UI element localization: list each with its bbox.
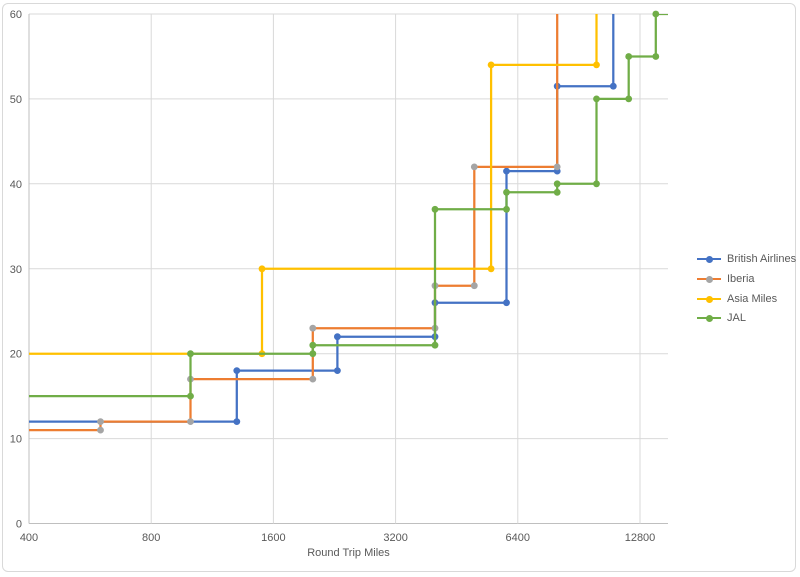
x-tick-label: 1600: [261, 532, 285, 544]
data-point-asia-miles: [487, 61, 495, 69]
data-point-jal: [503, 205, 510, 213]
x-tick-label: 6400: [506, 532, 530, 544]
data-point-jal: [431, 341, 439, 349]
data-point-jal: [431, 205, 439, 213]
data-point-jal: [553, 188, 561, 196]
x-axis-title: Round Trip Miles: [307, 547, 390, 559]
data-point-iberia: [470, 282, 478, 290]
data-point-british-airlines: [609, 82, 617, 90]
data-point-british-airlines: [334, 333, 341, 341]
legend-item-iberia: Iberia: [697, 271, 755, 287]
data-point-british-airlines: [233, 418, 241, 425]
legend-marker-british-airlines: [697, 255, 721, 263]
legend-label: JAL: [727, 312, 746, 324]
data-point-jal: [652, 53, 660, 60]
y-tick-label: 50: [10, 94, 22, 106]
legend-item-jal: JAL: [697, 310, 746, 326]
data-point-iberia: [97, 418, 104, 425]
y-tick-label: 30: [10, 264, 22, 276]
data-point-british-airlines: [503, 167, 510, 175]
series-line-jal: [29, 14, 668, 398]
series-line-iberia: [29, 14, 559, 432]
data-point-asia-miles: [258, 265, 266, 273]
legend-item-british-airlines: British Airlines: [697, 251, 796, 267]
series-line-asia-miles: [29, 14, 598, 355]
data-point-iberia: [553, 163, 561, 171]
data-point-jal: [593, 95, 600, 103]
y-tick-label: 20: [10, 349, 22, 361]
data-point-jal: [652, 10, 660, 18]
legend-marker-iberia: [697, 275, 721, 283]
data-point-iberia: [187, 418, 194, 425]
series-line-british-airlines: [29, 14, 615, 423]
legend-label: British Airlines: [727, 253, 797, 265]
data-point-iberia: [309, 375, 317, 383]
legend-label: Iberia: [727, 273, 755, 285]
x-tick-label: 3200: [383, 532, 407, 544]
data-point-jal: [187, 350, 194, 358]
y-tick-label: 10: [10, 434, 22, 446]
x-tick-label: 400: [20, 532, 38, 544]
data-point-british-airlines: [233, 367, 241, 374]
x-tick-label: 12800: [625, 532, 656, 544]
y-tick-label: 60: [10, 9, 22, 21]
data-point-iberia: [97, 426, 104, 434]
data-point-jal: [309, 350, 317, 358]
data-point-jal: [309, 341, 317, 349]
y-tick-label: 40: [10, 179, 22, 191]
y-tick-label: 0: [16, 519, 22, 531]
data-point-jal: [553, 180, 561, 188]
legend-item-asia-miles: Asia Miles: [697, 291, 777, 307]
x-tick-label: 800: [142, 532, 160, 544]
data-point-iberia: [309, 324, 317, 332]
legend-label: Asia Miles: [727, 293, 778, 305]
data-point-iberia: [470, 163, 478, 171]
data-point-asia-miles: [593, 61, 600, 69]
data-point-jal: [593, 180, 600, 188]
data-point-british-airlines: [503, 299, 510, 307]
data-point-jal: [625, 95, 633, 103]
legend-marker-asia-miles: [697, 295, 721, 303]
legend-marker-jal: [697, 314, 721, 322]
data-point-asia-miles: [487, 265, 495, 273]
data-point-british-airlines: [334, 367, 341, 374]
data-point-jal: [187, 392, 194, 400]
data-point-jal: [625, 53, 633, 60]
data-point-jal: [503, 188, 510, 196]
